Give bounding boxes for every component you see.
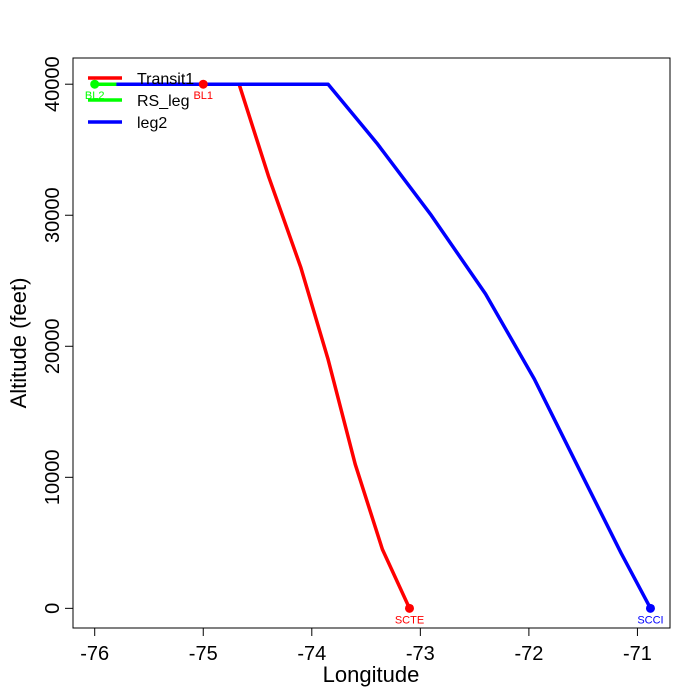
- marker-scci: [645, 603, 655, 613]
- y-tick-label-1: 10000: [42, 449, 64, 505]
- marker-bl2: [90, 79, 100, 89]
- x-tick-label-4: -72: [514, 643, 543, 665]
- marker-label-scci: SCCI: [637, 614, 663, 626]
- legend: Transit1 RS_leg leg2: [88, 71, 194, 132]
- y-axis: 0 10000 20000 30000 40000: [42, 56, 73, 614]
- legend-label-leg2: leg2: [137, 115, 167, 132]
- y-tick-label-3: 30000: [42, 187, 64, 243]
- y-tick-label-0: 0: [42, 603, 64, 614]
- legend-label-rs-leg: RS_leg: [137, 93, 189, 110]
- marker-scte: [404, 603, 414, 613]
- plot-frame: [72, 57, 671, 629]
- y-tick-label-2: 20000: [42, 318, 64, 374]
- series-layer: [94, 82, 653, 610]
- legend-label-transit1: Transit1: [137, 71, 194, 88]
- marker-bl1: [198, 79, 208, 89]
- x-tick-label-3: -73: [406, 643, 435, 665]
- series-line-leg2: [116, 82, 653, 610]
- x-tick-label-5: -71: [623, 643, 652, 665]
- x-tick-label-2: -74: [297, 643, 326, 665]
- x-tick-label-1: -75: [189, 643, 218, 665]
- x-axis: -76 -75 -74 -73 -72 -71: [80, 628, 652, 665]
- series-line-transit1: [94, 82, 412, 610]
- marker-label-bl1: BL1: [193, 90, 213, 102]
- x-axis-title: Longitude: [323, 662, 420, 687]
- x-tick-label-0: -76: [80, 643, 109, 665]
- marker-label-scte: SCTE: [395, 614, 424, 626]
- y-tick-label-4: 40000: [42, 56, 64, 112]
- y-axis-title: Altitude (feet): [6, 278, 31, 409]
